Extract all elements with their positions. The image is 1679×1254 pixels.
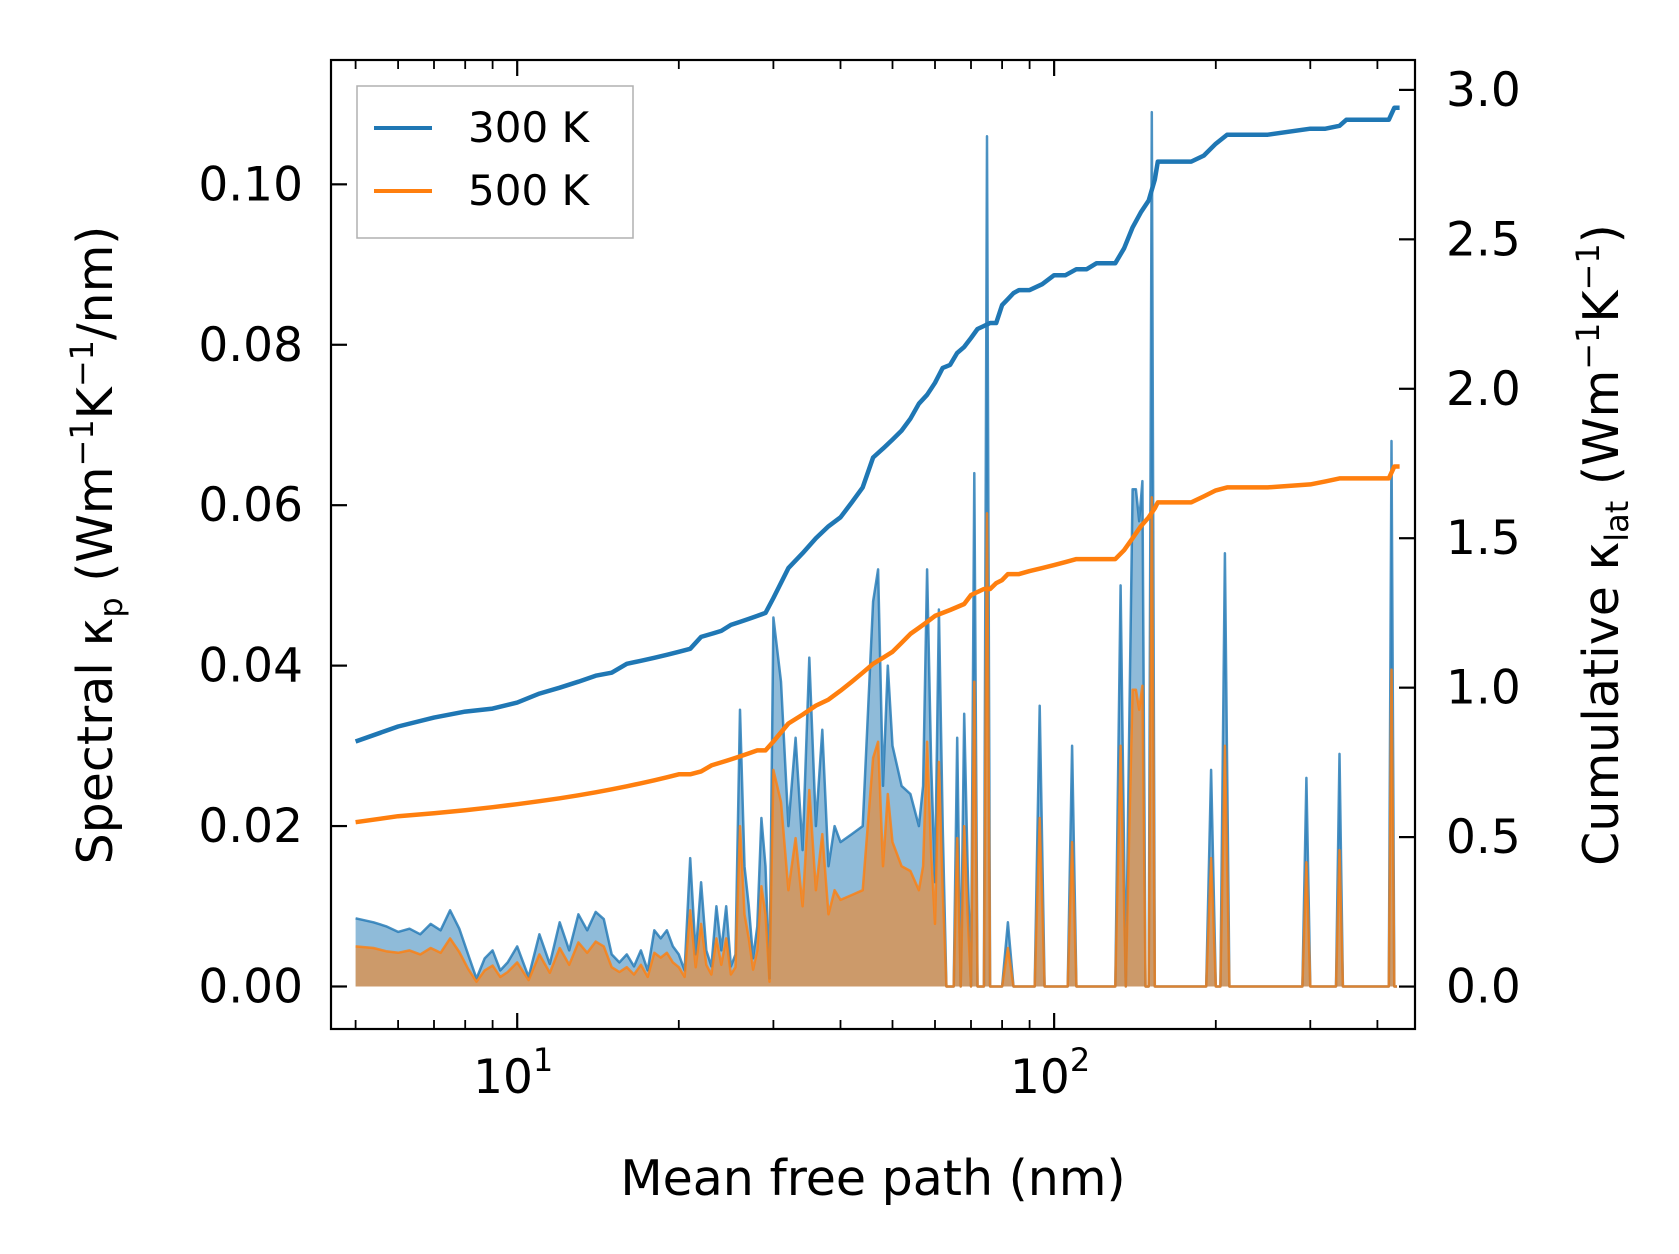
y-right-label-sup2: −1 — [1569, 243, 1607, 290]
x-tick-label-exp: 1 — [533, 1041, 553, 1079]
y-left-label-mid: K — [67, 385, 124, 419]
spectral-fill-layer — [355, 112, 1398, 987]
y-right-tick-label: 1.0 — [1446, 661, 1521, 716]
legend-label-300k: 300 K — [468, 103, 591, 152]
y-axis-label-right: Cumulative κlat (Wm−1K−1) — [1569, 224, 1636, 866]
y-left-tick-label: 0.08 — [198, 318, 303, 373]
y-left-label-tail: /nm) — [67, 226, 124, 340]
x-axis-label: Mean free path (nm) — [620, 1150, 1125, 1207]
y-right-tick-label: 3.0 — [1446, 63, 1521, 118]
plot-frame — [329, 58, 1417, 1031]
spectral-line-500k — [355, 495, 1397, 988]
x-tick-label: 102 — [1010, 1041, 1090, 1105]
y-right-label-tail: ) — [1573, 224, 1630, 243]
y-left-label-sup1: −1 — [63, 419, 101, 466]
spectral-line-layer — [355, 110, 1397, 988]
y-right-tick-label: 2.0 — [1446, 362, 1521, 417]
x-tick-label-base: 10 — [1010, 1050, 1070, 1105]
y-right-label-sub: lat — [1598, 501, 1636, 542]
y-right-label-sup1: −1 — [1569, 323, 1607, 370]
cumulative-line-500k — [355, 464, 1400, 825]
y-right-tick-label: 0.0 — [1446, 960, 1521, 1015]
cumulative-line-layer — [354, 105, 1400, 825]
y-left-tick-label: 0.02 — [198, 799, 303, 854]
y-left-tick-label: 0.06 — [198, 478, 303, 533]
y-right-label-prefix: Cumulative κ — [1573, 542, 1630, 866]
legend: 300 K 500 K — [356, 85, 634, 239]
y-left-label-open: (Wm — [67, 466, 124, 597]
spectral-area-500k — [355, 497, 1398, 987]
y-left-label-sup2: −1 — [63, 340, 101, 387]
y-left-tick-label: 0.04 — [198, 639, 303, 694]
cumulative-line-300k — [354, 105, 1400, 744]
legend-box — [356, 85, 634, 239]
y-right-tick-label: 2.5 — [1446, 212, 1521, 267]
y-left-label-prefix: Spectral κ — [67, 618, 124, 865]
y-axis-label-left: Spectral κp (Wm−1K−1/nm) — [63, 226, 130, 865]
y-right-tick-label: 0.5 — [1446, 810, 1521, 865]
y-right-label-open: (Wm — [1573, 370, 1630, 501]
legend-label-500k: 500 K — [468, 166, 591, 215]
y-right-tick-label: 1.5 — [1446, 511, 1521, 566]
x-tick-label-exp: 2 — [1070, 1041, 1090, 1079]
tick-layer: 101 1020.000.020.040.060.080.100.00.51.01… — [198, 60, 1521, 1105]
y-left-tick-label: 0.10 — [198, 157, 303, 212]
y-right-label-mid: K — [1573, 289, 1630, 323]
y-left-label-sub: p — [92, 597, 130, 617]
y-left-tick-label: 0.00 — [198, 959, 303, 1014]
x-tick-label-base: 10 — [473, 1050, 533, 1105]
x-tick-label: 101 — [473, 1041, 553, 1105]
